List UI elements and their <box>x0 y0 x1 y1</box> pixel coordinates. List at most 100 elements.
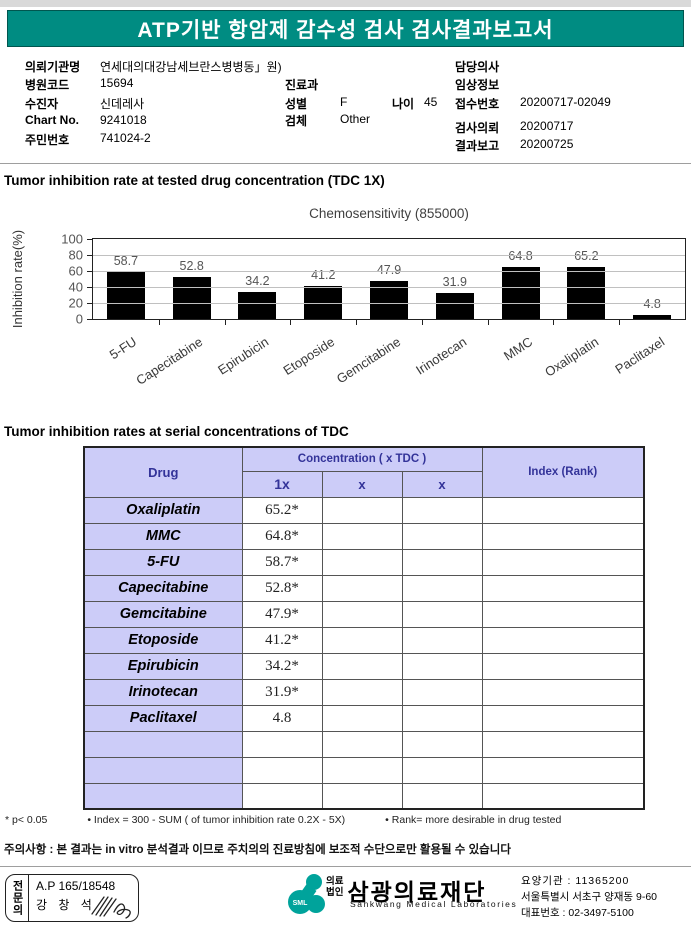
age-value: 45 <box>424 95 438 109</box>
bar-slot: 41.2 <box>290 239 356 319</box>
y-tick-label: 80 <box>68 247 83 263</box>
bar-value-label: 34.2 <box>245 273 270 288</box>
hospital-code-value: 15694 <box>100 76 134 90</box>
table-row: Epirubicin 34.2* <box>83 652 645 680</box>
index-cell <box>481 600 645 628</box>
receipt-no-value: 20200717-02049 <box>520 95 611 109</box>
patient-info-block: 의뢰기관명 연세대의대강남세브란스병병동」원) 병원코드 15694 수진자 신… <box>0 55 691 163</box>
drug-cell: Capecitabine <box>83 574 243 602</box>
corp-address-block: 요양기관 : 11365200 서울특별시 서초구 양재동 9-60 대표번호 … <box>521 874 657 921</box>
value-cell-x2 <box>321 704 403 732</box>
col-header-drug: Drug <box>83 446 243 498</box>
resident-no-value: 741024-2 <box>100 131 151 145</box>
age-label: 나이 <box>392 97 415 111</box>
y-tick-label: 100 <box>61 231 83 247</box>
index-cell <box>481 522 645 550</box>
bar-slot: 4.8 <box>619 239 685 319</box>
bar-Epirubicin <box>238 291 277 319</box>
caution-note: 주의사항 : 본 결과는 in vitro 분석결과 이므로 주치의의 진료방침… <box>4 844 511 856</box>
y-tick-mark <box>87 303 92 304</box>
y-tick-label: 40 <box>68 279 83 295</box>
value-cell-1x: 41.2* <box>241 626 323 654</box>
drug-cell: 5-FU <box>83 548 243 576</box>
gridline <box>93 271 685 272</box>
table-row: Oxaliplatin 65.2* <box>83 496 645 524</box>
value-cell-x2 <box>321 496 403 524</box>
chart-plot-area: 58.7 52.8 34.2 41.2 47.9 31.9 64.8 65.2 4.8 0204… <box>61 232 686 327</box>
specialist-info: A.P 165/18548 강 창 석 <box>29 875 138 921</box>
report-date-value: 20200725 <box>520 137 574 151</box>
dept-label: 진료과 <box>285 78 319 92</box>
gridline <box>93 255 685 256</box>
index-cell <box>481 548 645 576</box>
request-date-value: 20200717 <box>520 119 574 133</box>
value-cell-x3 <box>401 522 483 550</box>
corp-type-line1: 의료 <box>326 876 344 887</box>
specialist-label: 전문의 <box>6 875 29 921</box>
chart-no-label: Chart No. <box>25 113 79 127</box>
footnote-rank: • Rank= more desirable in drug tested <box>385 814 562 826</box>
corp-type: 의료 법인 <box>326 876 343 899</box>
col-header-concentration: Concentration ( x TDC ) <box>241 446 483 472</box>
table-row: Paclitaxel 4.8 <box>83 704 645 732</box>
y-tick-mark <box>87 287 92 288</box>
y-axis-label: Inhibition rate(%) <box>10 229 25 329</box>
divider <box>0 866 691 868</box>
patient-label: 수진자 <box>25 97 59 111</box>
value-cell-x3 <box>401 756 483 784</box>
value-cell-x3 <box>401 548 483 576</box>
value-cell-1x: 34.2* <box>241 652 323 680</box>
bar-Etoposide <box>304 286 343 319</box>
index-cell <box>481 756 645 784</box>
bar-Capecitabine <box>172 276 211 319</box>
bar-value-label: 58.7 <box>113 254 139 269</box>
drug-cell: MMC <box>83 522 243 550</box>
value-cell-x2 <box>321 574 403 602</box>
table-row: 5-FU 58.7* <box>83 548 645 576</box>
x-tick-mark <box>421 320 423 325</box>
x-tick-mark <box>356 320 358 325</box>
x-tick-mark <box>158 320 160 325</box>
value-cell-1x: 52.8* <box>241 574 323 602</box>
corp-name-english: Sankwang Medical Laboratories <box>350 899 518 909</box>
doctor-label: 담당의사 <box>455 60 500 74</box>
org-value: 연세대의대강남세브란스병병동」원) <box>100 60 282 74</box>
value-cell-x2 <box>321 782 403 810</box>
specialist-name: 강 창 석 <box>36 898 96 912</box>
drug-cell <box>83 756 243 784</box>
index-cell <box>481 730 645 758</box>
bar-slot: 64.8 <box>488 239 554 319</box>
value-cell-1x: 65.2* <box>241 496 323 524</box>
footnotes: * p< 0.05 • Index = 300 - SUM ( of tumor… <box>5 814 691 826</box>
index-cell <box>481 782 645 810</box>
corp-type-line2: 법인 <box>326 887 344 899</box>
report-title: ATP기반 항암제 감수성 검사 검사결과보고서 <box>137 18 554 42</box>
bar-slot: 52.8 <box>159 239 225 319</box>
bar-value-label: 52.8 <box>179 258 204 273</box>
value-cell-1x: 58.7* <box>241 548 323 576</box>
drug-cell: Irinotecan <box>83 678 243 706</box>
y-tick-mark <box>87 239 92 240</box>
drug-table-body: Oxaliplatin 65.2* MMC 64.8* 5-FU 58.7* Capecit… <box>83 496 645 810</box>
bar-slot: 65.2 <box>553 239 619 319</box>
value-cell-x3 <box>401 678 483 706</box>
drug-cell <box>83 782 243 810</box>
drug-cell: Etoposide <box>83 626 243 654</box>
drug-table: Drug Concentration ( x TDC ) Index (Rank… <box>83 446 645 810</box>
gridline <box>93 303 685 304</box>
care-org-number: 요양기관 : 11365200 <box>521 875 630 887</box>
y-tick-label: 0 <box>75 311 83 327</box>
footnote-index: • Index = 300 - SUM ( of tumor inhibitio… <box>87 814 346 826</box>
col-header-1x: 1x <box>241 470 323 498</box>
org-label: 의뢰기관명 <box>25 60 81 74</box>
index-cell <box>481 574 645 602</box>
footnote-pvalue: * p< 0.05 <box>5 814 48 826</box>
value-cell-1x: 4.8 <box>241 704 323 732</box>
signature <box>91 896 131 919</box>
value-cell-x3 <box>401 704 483 732</box>
bar-slot: 47.9 <box>356 239 422 319</box>
gridline <box>93 287 685 288</box>
value-cell-x3 <box>401 600 483 628</box>
value-cell-x3 <box>401 626 483 654</box>
value-cell-1x <box>241 756 323 784</box>
